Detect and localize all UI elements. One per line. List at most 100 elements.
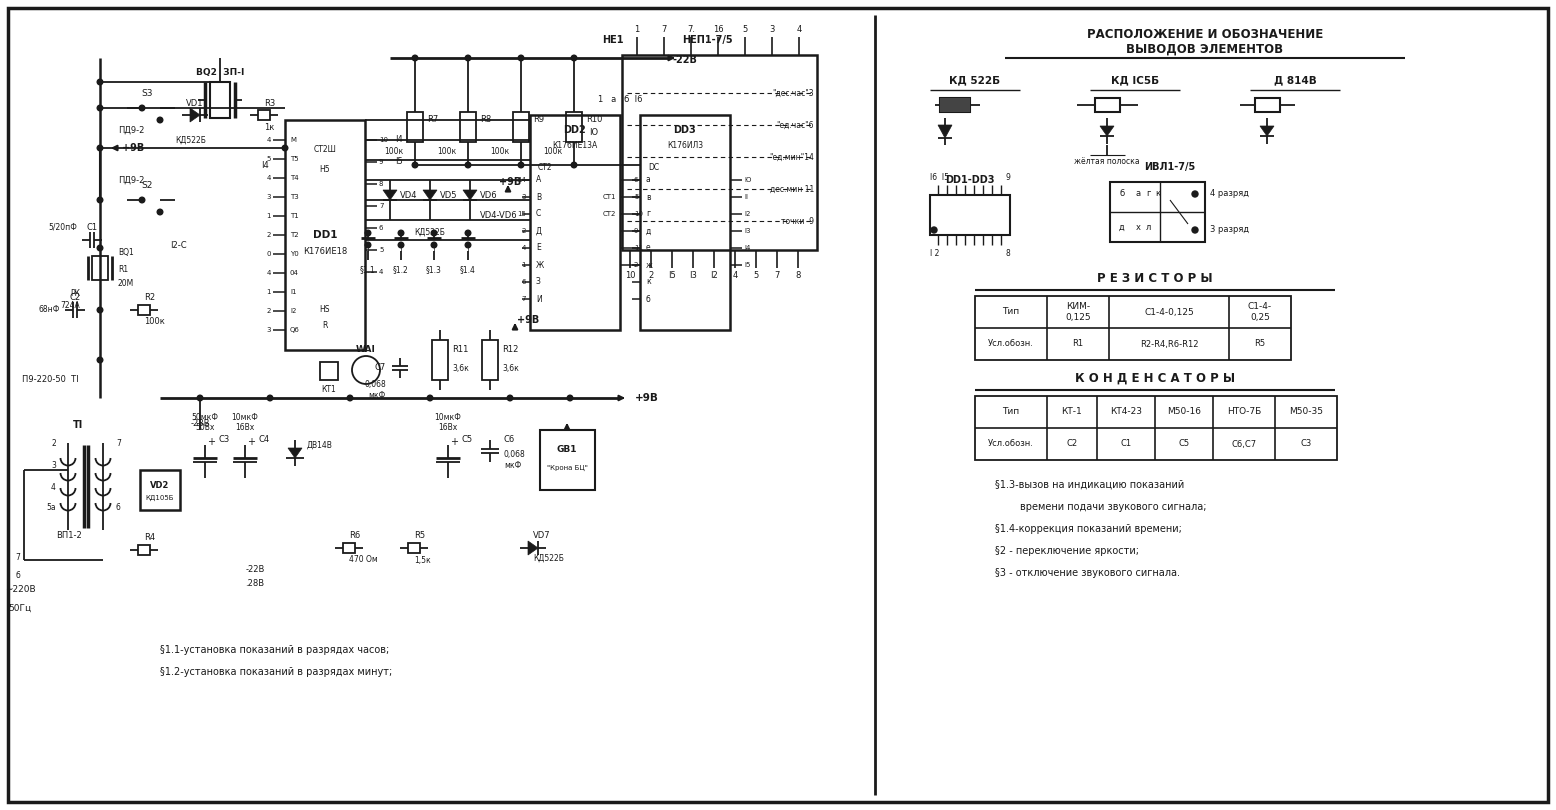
Text: 7: 7 [117, 438, 121, 447]
Text: 10мкФ: 10мкФ [232, 413, 258, 423]
Text: I2-С: I2-С [170, 241, 187, 249]
Text: 1: 1 [635, 25, 640, 35]
Text: I5: I5 [744, 262, 750, 268]
Text: С3: С3 [1301, 440, 1312, 449]
Text: К176ИЕ18: К176ИЕ18 [303, 246, 347, 255]
Text: 16Вх: 16Вх [439, 424, 457, 433]
Text: R1: R1 [118, 266, 128, 275]
Text: 0,068: 0,068 [364, 380, 386, 389]
Text: +: + [247, 437, 255, 447]
Text: П9-220-50  ТI: П9-220-50 ТI [22, 376, 79, 385]
Text: 20М: 20М [118, 279, 134, 288]
Text: 1: 1 [521, 262, 526, 268]
Text: §1.2: §1.2 [394, 266, 409, 275]
Polygon shape [464, 190, 478, 200]
Text: §1.3: §1.3 [426, 266, 442, 275]
Text: 5а: 5а [47, 504, 56, 513]
Text: КТ-1: КТ-1 [1061, 407, 1083, 416]
Text: §1.1: §1.1 [359, 266, 377, 275]
Text: I3: I3 [689, 271, 697, 279]
Text: Д: Д [535, 227, 541, 236]
Circle shape [518, 55, 524, 61]
Text: 4: 4 [266, 270, 271, 276]
Text: НЕП1-7/5: НЕП1-7/5 [682, 35, 733, 45]
Text: +: + [450, 437, 457, 447]
Polygon shape [1100, 126, 1114, 136]
Circle shape [412, 55, 419, 61]
Text: НТО-7Б: НТО-7Б [1226, 407, 1260, 416]
Text: .28В: .28В [246, 578, 265, 587]
Text: 7: 7 [380, 203, 383, 209]
Text: §1.1-установка показаний в разрядах часов;: §1.1-установка показаний в разрядах часо… [160, 645, 389, 655]
Text: §1.4: §1.4 [461, 266, 476, 275]
Text: КТ1: КТ1 [322, 386, 336, 394]
Text: С2: С2 [1066, 440, 1078, 449]
Text: к: к [1156, 190, 1161, 198]
Text: 7: 7 [775, 271, 780, 279]
Text: Тип: Тип [1002, 407, 1019, 416]
Circle shape [465, 55, 471, 61]
Text: "ед.мин"14: "ед.мин"14 [769, 152, 814, 161]
Bar [408, 543, 420, 553]
Text: КД522Б: КД522Б [534, 553, 563, 562]
Text: R8: R8 [479, 116, 492, 125]
Text: Усл.обозн.: Усл.обозн. [988, 440, 1033, 449]
Text: 11: 11 [633, 245, 643, 251]
Circle shape [366, 242, 370, 248]
Circle shape [138, 197, 145, 202]
Text: DC: DC [647, 163, 660, 172]
Text: б: б [16, 570, 20, 579]
Text: 50Гц: 50Гц [8, 603, 31, 612]
Text: I5: I5 [395, 157, 403, 167]
Text: M: M [289, 137, 296, 143]
Text: +9В: +9В [499, 177, 521, 187]
Text: CT2: CT2 [538, 163, 552, 172]
Circle shape [96, 105, 103, 111]
Text: К О Н Д Е Н С А Т О Р Ы: К О Н Д Е Н С А Т О Р Ы [1075, 372, 1235, 385]
Circle shape [507, 395, 513, 401]
Text: КД105Б: КД105Б [146, 495, 174, 501]
Text: S2: S2 [142, 181, 152, 190]
Text: R11: R11 [451, 346, 468, 355]
Bar [622, 55, 817, 250]
Text: Y0: Y0 [289, 251, 299, 257]
Text: 100к: 100к [384, 147, 403, 156]
Text: VD5: VD5 [440, 190, 457, 199]
Text: "ед.час"6: "ед.час"6 [776, 121, 814, 130]
Bar [285, 120, 366, 350]
Bar [566, 112, 582, 142]
Text: мкФ: мкФ [369, 391, 386, 400]
Text: г: г [1145, 190, 1150, 198]
Text: Усл.обозн.: Усл.обозн. [988, 339, 1033, 348]
Text: д: д [646, 227, 652, 236]
Bar [210, 82, 230, 118]
Text: 3: 3 [266, 194, 271, 200]
Text: 15: 15 [517, 211, 526, 217]
Circle shape [268, 395, 272, 401]
Bar [531, 115, 619, 330]
Bar [640, 115, 730, 330]
Text: +9В: +9В [121, 143, 145, 153]
Text: R6: R6 [349, 531, 361, 540]
Text: 1: 1 [266, 213, 271, 219]
Text: Ж: Ж [535, 261, 545, 270]
Text: §3 - отключение звукового сигнала.: §3 - отключение звукового сигнала. [994, 568, 1179, 578]
Text: 6: 6 [521, 279, 526, 285]
Text: DD1-DD3: DD1-DD3 [944, 175, 994, 185]
Text: 5: 5 [753, 271, 759, 279]
Text: а: а [646, 176, 650, 185]
Text: 1,5к: 1,5к [414, 556, 431, 565]
Text: 5: 5 [380, 247, 383, 253]
Text: а: а [1136, 190, 1141, 198]
Bar [433, 340, 448, 380]
Text: 9: 9 [633, 228, 638, 234]
Text: 50Вх: 50Вх [196, 424, 215, 433]
Text: ВП1-2: ВП1-2 [56, 531, 82, 539]
Text: R7: R7 [426, 116, 439, 125]
Text: +: + [207, 437, 215, 447]
Text: C5: C5 [462, 436, 473, 445]
Text: I6  I5: I6 I5 [930, 173, 949, 181]
Bar [1109, 182, 1204, 242]
Text: 50мкФ: 50мкФ [191, 413, 218, 423]
Text: А: А [535, 176, 541, 185]
